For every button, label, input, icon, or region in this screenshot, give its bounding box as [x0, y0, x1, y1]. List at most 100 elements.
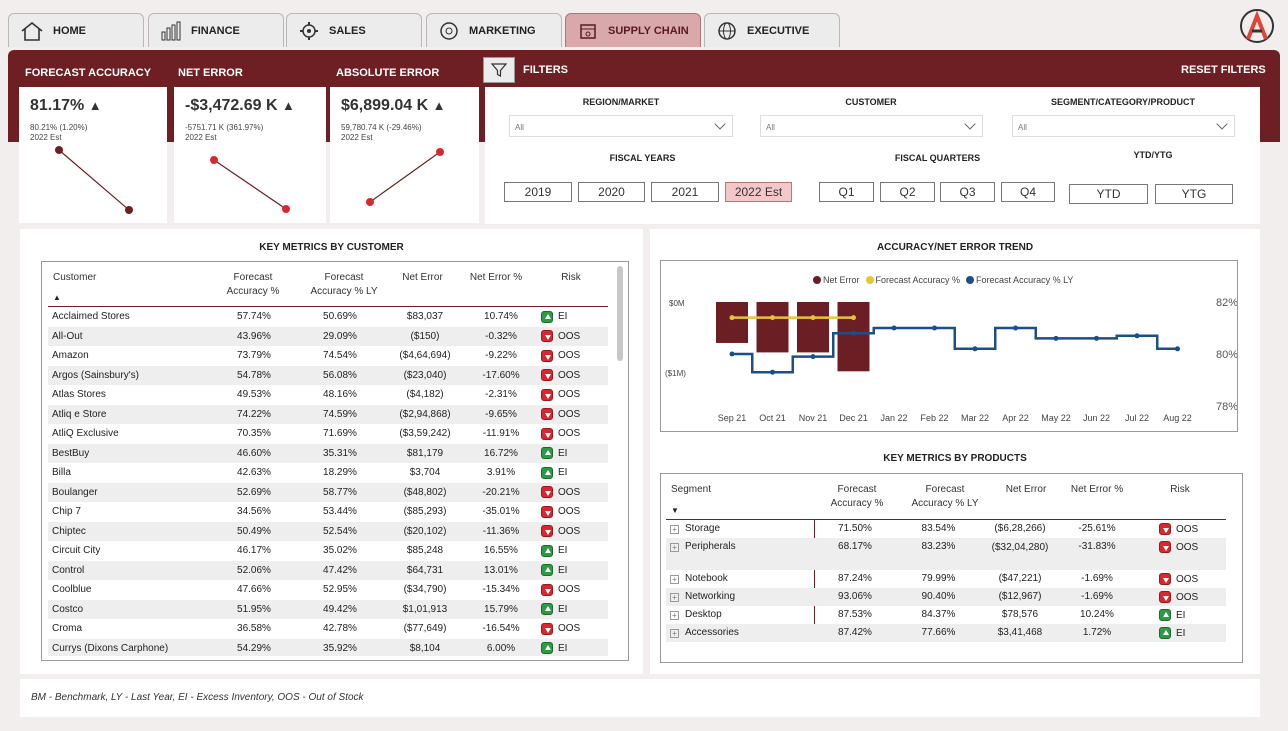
point-forecast-accuracy[interactable]	[770, 315, 775, 321]
legend-item[interactable]: Forecast Accuracy % LY	[966, 275, 1073, 285]
col-header-risk[interactable]: Risk	[561, 272, 581, 283]
quarter-q2-button[interactable]: Q2	[880, 182, 935, 202]
point-forecast-accuracy-ly[interactable]	[770, 369, 775, 375]
table-row[interactable]: Atlas Stores 49.53% 48.16% ($4,182) -2.31% OO…	[48, 385, 608, 405]
col-header-forecast-accuracy-ly[interactable]: Forecast Accuracy % LY	[911, 484, 979, 509]
table-row[interactable]: Argos (Sainsbury's) 54.78% 56.08% ($23,040)…	[48, 365, 608, 385]
col-header-forecast-accuracy[interactable]: Forecast Accuracy %	[830, 484, 884, 509]
quarter-q4-button[interactable]: Q4	[1001, 182, 1055, 202]
tab-home[interactable]: HOME	[8, 13, 144, 47]
quarter-q3-button[interactable]: Q3	[940, 182, 995, 202]
ytg-button[interactable]: YTG	[1155, 184, 1233, 204]
col-header-forecast-accuracy-ly[interactable]: Forecast Accuracy % LY	[310, 272, 378, 297]
col-header-risk[interactable]: Risk	[1170, 484, 1190, 495]
bar-net-error[interactable]	[756, 302, 789, 353]
expand-icon[interactable]: +	[670, 629, 679, 638]
ytd-button[interactable]: YTD	[1069, 184, 1148, 204]
customer-name: Billa	[52, 467, 71, 479]
table-row[interactable]: Chiptec 50.49% 52.54% ($20,102) -11.36% OOS	[48, 521, 608, 541]
table-row[interactable]: Chip 7 34.56% 53.44% ($85,293) -35.01% OOS	[48, 502, 608, 522]
year-2019-button[interactable]: 2019	[504, 182, 572, 202]
tab-executive[interactable]: EXECUTIVE	[704, 13, 840, 47]
expand-icon[interactable]: +	[670, 543, 679, 552]
forecast-accuracy-ly: 58.77%	[295, 482, 385, 502]
point-forecast-accuracy-ly[interactable]	[1053, 335, 1059, 341]
table-row[interactable]: Croma 36.58% 42.78% ($77,649) -16.54% OOS	[48, 619, 608, 639]
table-row[interactable]: + Peripherals 68.17% 83.23% ($32,04,280) -31.…	[666, 538, 1226, 570]
point-forecast-accuracy-ly[interactable]	[1013, 325, 1018, 331]
customer-name: Boulanger	[48, 482, 213, 502]
table-row[interactable]: Acclaimed Stores 57.74% 50.69% $83,037 10.74…	[48, 307, 608, 327]
point-forecast-accuracy-ly[interactable]	[851, 330, 856, 336]
point-forecast-accuracy-ly[interactable]	[1175, 346, 1180, 352]
tab-sales[interactable]: SALES	[286, 13, 422, 47]
filter-button[interactable]	[483, 57, 515, 83]
table-row[interactable]: Amazon 73.79% 74.54% ($4,64,694) -9.22% OOS	[48, 346, 608, 366]
point-forecast-accuracy-ly[interactable]	[810, 354, 816, 360]
col-header-net-error[interactable]: Net Error	[1005, 484, 1047, 495]
table-row[interactable]: + Desktop 87.53% 84.37% $78,576 10.24% EI	[666, 606, 1226, 624]
legend-item[interactable]: Forecast Accuracy %	[865, 275, 960, 285]
table-row[interactable]: All-Out 43.96% 29.09% ($150) -0.32% OOS	[48, 326, 608, 346]
table-row[interactable]: + Accessories 87.42% 77.66% $3,41,468 1.72% EI	[666, 624, 1226, 642]
expand-icon[interactable]: +	[670, 593, 679, 602]
point-forecast-accuracy-ly[interactable]	[729, 351, 735, 357]
point-forecast-accuracy[interactable]	[851, 315, 856, 321]
bar-net-error[interactable]	[797, 302, 829, 353]
col-header-net-error-pct[interactable]: Net Error %	[469, 272, 523, 283]
customer-name: Circuit City	[52, 545, 101, 557]
table-row[interactable]: Circuit City 46.17% 35.02% $85,248 16.55% EI	[48, 541, 608, 561]
bar-net-error[interactable]	[837, 302, 870, 372]
quarter-q1-button[interactable]: Q1	[819, 182, 874, 202]
table-row[interactable]: Boulanger 52.69% 58.77% ($48,802) -20.21% OOS	[48, 482, 608, 502]
segment-dropdown[interactable]: All	[1012, 115, 1235, 137]
table-row[interactable]: + Storage 71.50% 83.54% ($6,28,266) -25.61% OO…	[666, 520, 1226, 538]
table-row[interactable]: Atliq e Store 74.22% 74.59% ($2,94,868) -9.6…	[48, 404, 608, 424]
sort-desc-icon[interactable]: ▼	[671, 506, 679, 515]
table-row[interactable]: Billa 42.63% 18.29% $3,704 3.91% EI	[48, 463, 608, 483]
table-row[interactable]: Currys (Dixons Carphone) 54.29% 35.92% $8,1…	[48, 638, 608, 656]
point-forecast-accuracy[interactable]	[810, 315, 816, 321]
col-header-customer[interactable]: Customer	[53, 272, 97, 283]
year-2020-button[interactable]: 2020	[578, 182, 645, 202]
region-dropdown[interactable]: All	[509, 115, 733, 137]
table-row[interactable]: + Notebook 87.24% 79.99% ($47,221) -1.69% OOS	[666, 570, 1226, 588]
table-row[interactable]: Costco 51.95% 49.42% $1,01,913 15.79% EI	[48, 599, 608, 619]
table-row[interactable]: Coolblue 47.66% 52.95% ($34,790) -15.34% OOS	[48, 580, 608, 600]
point-forecast-accuracy-ly[interactable]	[932, 325, 937, 331]
scrollbar-thumb[interactable]	[617, 266, 623, 361]
expand-icon[interactable]: +	[670, 611, 679, 620]
risk-cell: OOS	[537, 424, 608, 444]
table-row[interactable]: Control 52.06% 47.42% $64,731 13.01% EI	[48, 560, 608, 580]
legend-item[interactable]: Net Error	[813, 275, 860, 285]
kpi-sparkline	[210, 156, 290, 213]
bar-net-error[interactable]	[716, 302, 748, 343]
year-2022-est-button[interactable]: 2022 Est	[725, 182, 792, 202]
table-row[interactable]: AtliQ Exclusive 70.35% 71.69% ($3,59,242) -1…	[48, 424, 608, 444]
tab-finance[interactable]: FINANCE	[148, 13, 284, 47]
year-2021-button[interactable]: 2021	[651, 182, 719, 202]
customer-dropdown[interactable]: All	[760, 115, 983, 137]
point-forecast-accuracy-ly[interactable]	[972, 346, 978, 352]
net-error: ($150)	[385, 326, 465, 346]
table-row[interactable]: BestBuy 46.60% 35.31% $81,179 16.72% EI	[48, 443, 608, 463]
col-header-net-error[interactable]: Net Error	[402, 272, 443, 283]
col-header-net-error-pct[interactable]: Net Error %	[1070, 484, 1124, 495]
reset-filters-button[interactable]: RESET FILTERS	[1181, 64, 1266, 76]
risk-label: EI	[558, 642, 568, 654]
expand-icon[interactable]: +	[670, 575, 679, 584]
expand-icon[interactable]: +	[670, 525, 679, 534]
point-forecast-accuracy[interactable]	[729, 315, 735, 321]
point-forecast-accuracy-ly[interactable]	[1134, 333, 1140, 339]
col-header-forecast-accuracy[interactable]: Forecast Accuracy %	[226, 272, 280, 297]
point-forecast-accuracy-ly[interactable]	[1094, 335, 1099, 341]
tab-supply-chain[interactable]: SUPPLY CHAIN	[565, 13, 701, 47]
tab-marketing[interactable]: MARKETING	[426, 13, 562, 47]
sort-asc-icon[interactable]: ▲	[53, 293, 61, 302]
risk-label: OOS	[558, 330, 581, 342]
col-header-segment[interactable]: Segment	[671, 484, 712, 495]
net-error-pct: -0.32%	[465, 326, 537, 346]
kpi-title-forecast-accuracy: FORECAST ACCURACY	[25, 67, 152, 79]
table-row[interactable]: + Networking 93.06% 90.40% ($12,967) -1.69% OO…	[666, 588, 1226, 606]
point-forecast-accuracy-ly[interactable]	[891, 325, 897, 331]
